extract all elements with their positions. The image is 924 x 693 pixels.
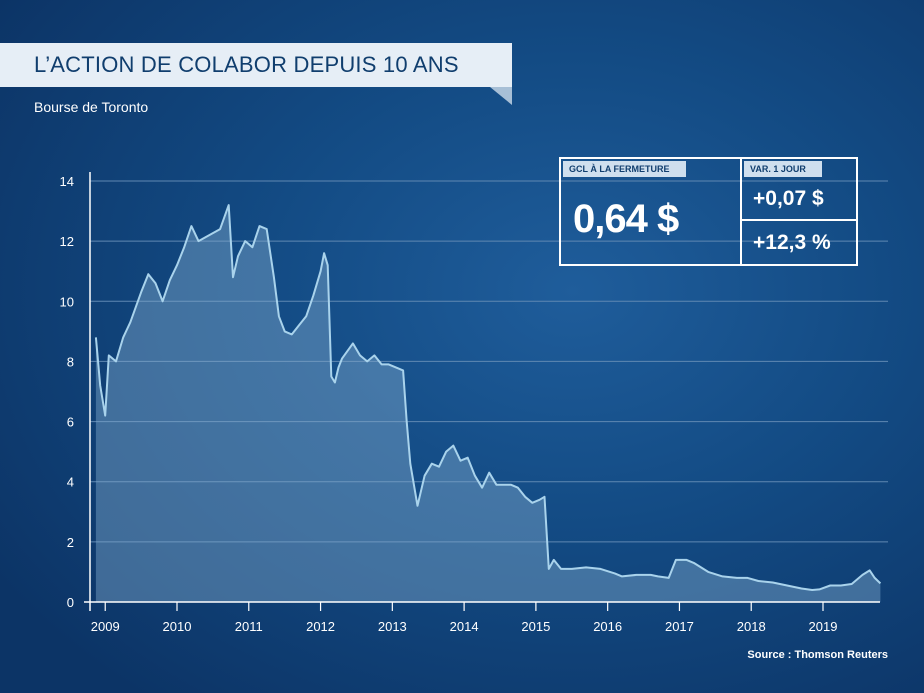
x-tick-label-2019: 2019 (809, 619, 838, 634)
x-tick-label-2011: 2011 (235, 619, 263, 634)
price-infobox: GCL À LA FERMETURE 0,64 $ VAR. 1 JOUR +0… (559, 157, 858, 266)
x-tick-label-2012: 2012 (306, 619, 335, 634)
y-tick-label-10: 10 (60, 294, 74, 309)
x-tick-label-2010: 2010 (163, 619, 192, 634)
close-price: 0,64 $ (573, 197, 679, 241)
y-tick-label-2: 2 (67, 535, 74, 550)
chart-subtitle: Bourse de Toronto (34, 99, 149, 115)
y-tick-label-8: 8 (67, 354, 74, 369)
daily-change-absolute: +0,07 $ (753, 187, 824, 210)
y-tick-label-14: 14 (60, 174, 74, 189)
y-tick-label-0: 0 (67, 595, 74, 610)
title-banner-fold (490, 87, 512, 105)
y-tick-label-12: 12 (60, 234, 74, 249)
infobox-divider-horizontal (742, 219, 858, 221)
daily-change-label: VAR. 1 JOUR (744, 161, 822, 177)
y-tick-label-6: 6 (67, 415, 74, 430)
source-note: Source : Thomson Reuters (747, 649, 888, 661)
x-tick-label-2016: 2016 (593, 619, 622, 634)
price-line (94, 204, 882, 591)
x-tick-label-2009: 2009 (91, 619, 120, 634)
x-tick-label-2014: 2014 (450, 619, 479, 634)
x-tick-label-2017: 2017 (665, 619, 694, 634)
y-tick-label-4: 4 (67, 475, 74, 490)
infobox-divider-vertical (740, 159, 742, 264)
daily-change-percent: +12,3 % (753, 231, 831, 254)
chart-title: L’ACTION DE COLABOR DEPUIS 10 ANS (0, 43, 512, 87)
close-label: GCL À LA FERMETURE (563, 161, 686, 177)
x-tick-label-2015: 2015 (521, 619, 550, 634)
x-tick-label-2013: 2013 (378, 619, 407, 634)
price-area (95, 205, 881, 602)
x-tick-label-2018: 2018 (737, 619, 766, 634)
